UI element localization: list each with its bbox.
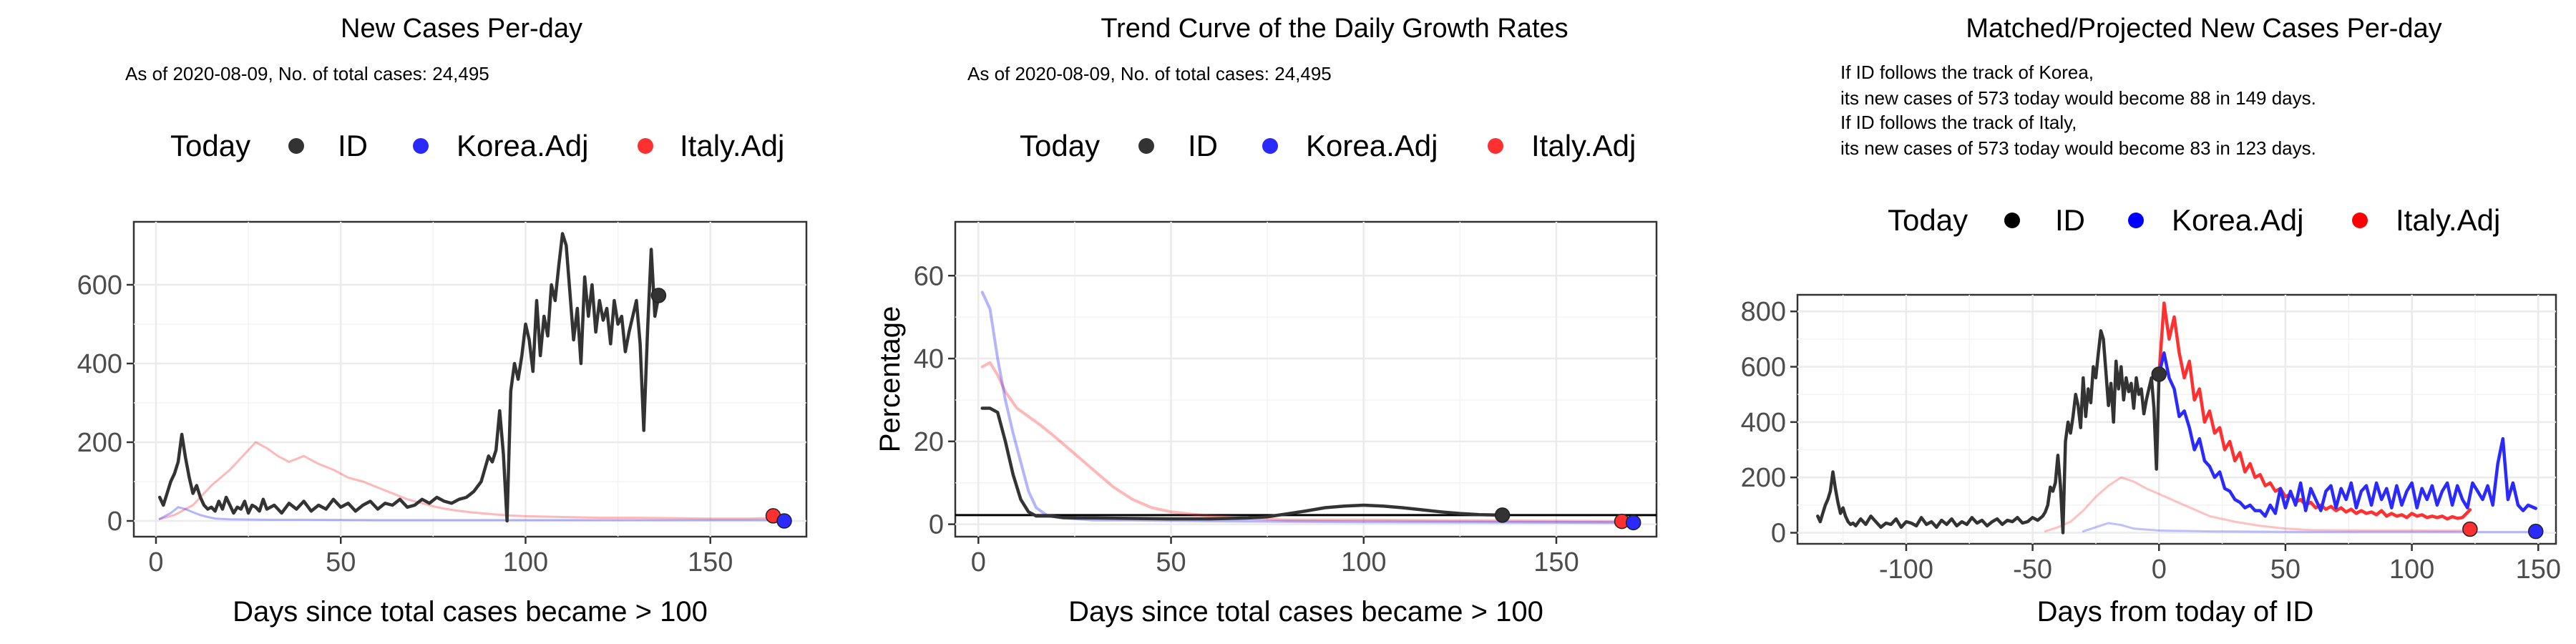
x-tick-label: 50 [326, 547, 356, 577]
x-tick-label: 0 [148, 547, 163, 577]
plot-area: 0 50 100 150 0 20 40 60 [914, 222, 1657, 577]
y-tick-label: 0 [107, 507, 122, 537]
today-point-id [650, 288, 667, 303]
y-tick-label: 0 [929, 510, 944, 540]
series-line-id [1816, 329, 2161, 535]
legend-label-italy: Italy.Adj [1531, 129, 1636, 162]
series-line-id [157, 232, 660, 523]
panel-growth-rates: Trend Curve of the Daily Growth Rates As… [874, 14, 1658, 628]
y-tick-label: 400 [77, 349, 122, 379]
y-tick-label: 40 [914, 344, 944, 374]
today-point-id [1494, 507, 1511, 523]
legend-label-korea: Korea.Adj [1306, 129, 1438, 162]
chart-subtitle-line-1: If ID follows the track of Korea, [1840, 62, 2094, 83]
today-point-id [2151, 366, 2167, 382]
y-tick-label: 0 [1771, 519, 1786, 549]
x-tick-label: -50 [2013, 555, 2052, 585]
series-line-italy-adj [980, 361, 1620, 523]
legend-marker-korea [413, 138, 429, 154]
plot-background [954, 220, 1658, 538]
legend-label-id: ID [2055, 203, 2085, 237]
series-line-id [980, 406, 1504, 521]
y-tick-label: 200 [1741, 463, 1786, 493]
legend: Today ID Korea.Adj Italy.Adj [1888, 203, 2500, 237]
legend-title: Today [1888, 203, 1968, 237]
y-axis-label: Percentage [874, 306, 906, 453]
legend-marker-italy [638, 138, 653, 154]
legend-marker-id [288, 138, 304, 154]
x-tick-label: 100 [1341, 547, 1386, 577]
legend-label-korea: Korea.Adj [457, 129, 588, 162]
series-group [157, 232, 786, 523]
x-tick-label: 100 [2389, 555, 2434, 585]
legend-marker-italy [2352, 213, 2368, 228]
y-tick-label: 600 [1741, 353, 1786, 383]
today-point-italy-adj [2462, 521, 2478, 537]
y-tick-label: 400 [1741, 408, 1786, 438]
series-group [1816, 301, 2537, 535]
x-tick-label: 150 [688, 547, 733, 577]
y-tick-label: 600 [77, 270, 122, 301]
plot-area: -100 -50 0 50 100 150 0 200 400 600 800 [1741, 295, 2561, 585]
series-line-korea-adj-matched [2082, 522, 2537, 533]
series-line-korea-adj [2157, 351, 2537, 518]
panel-new-cases: New Cases Per-day As of 2020-08-09, No. … [77, 14, 808, 628]
x-tick-label: 50 [2270, 555, 2301, 585]
plot-background [132, 220, 808, 538]
legend-marker-korea [1262, 138, 1278, 154]
series-line-italy-adj [2157, 301, 2472, 521]
legend-label-italy: Italy.Adj [680, 129, 784, 162]
legend: Today ID Korea.Adj Italy.Adj [170, 129, 784, 162]
today-point-korea-adj [1625, 514, 1641, 531]
x-tick-label: 100 [503, 547, 548, 577]
series-line-italy-adj [158, 441, 771, 520]
x-axis-label: Days since total cases became > 100 [1068, 596, 1543, 628]
y-tick-label: 60 [914, 261, 944, 291]
chart-subtitle-line-2: its new cases of 573 today would become … [1840, 87, 2316, 109]
legend-marker-id [2004, 213, 2020, 228]
plot-area: 0 50 100 150 0 200 400 600 [77, 222, 806, 577]
x-tick-label: 0 [971, 547, 986, 577]
series-group [955, 291, 1657, 525]
y-tick-label: 800 [1741, 297, 1786, 327]
series-line-korea-adj [158, 506, 786, 522]
y-tick-label: 20 [914, 427, 944, 457]
legend-marker-id [1138, 138, 1154, 154]
series-line-korea-adj [980, 291, 1635, 525]
legend-title: Today [1020, 129, 1100, 162]
x-tick-label: 50 [1156, 547, 1186, 577]
legend-label-korea: Korea.Adj [2172, 203, 2303, 237]
legend: Today ID Korea.Adj Italy.Adj [1020, 129, 1636, 162]
y-tick-label: 200 [77, 428, 122, 458]
legend-label-id: ID [338, 129, 368, 162]
chart-title: Trend Curve of the Daily Growth Rates [1101, 14, 1568, 44]
legend-title: Today [170, 129, 250, 162]
legend-label-id: ID [1188, 129, 1218, 162]
panel-matched-projected: Matched/Projected New Cases Per-day If I… [1741, 14, 2561, 628]
x-axis-label: Days since total cases became > 100 [233, 596, 708, 628]
x-tick-label: -100 [1879, 555, 1933, 585]
x-tick-label: 0 [2152, 555, 2167, 585]
chart-subtitle-line-3: If ID follows the track of Italy, [1840, 112, 2077, 133]
x-axis-label: Days from today of ID [2037, 596, 2314, 628]
legend-marker-korea [2128, 213, 2144, 228]
legend-marker-italy [1488, 138, 1503, 154]
chart-subtitle: As of 2020-08-09, No. of total cases: 24… [967, 63, 1332, 84]
x-tick-label: 150 [2516, 555, 2561, 585]
today-point-korea-adj [2527, 523, 2544, 540]
chart-subtitle-line-4: its new cases of 573 today would become … [1840, 137, 2316, 159]
series-line-italy-adj-matched [2044, 476, 2472, 533]
legend-label-italy: Italy.Adj [2396, 203, 2500, 237]
chart-title: Matched/Projected New Cases Per-day [1966, 14, 2441, 44]
today-point-korea-adj [776, 513, 792, 529]
chart-subtitle: As of 2020-08-09, No. of total cases: 24… [125, 63, 489, 84]
x-tick-label: 150 [1533, 547, 1579, 577]
chart-title: New Cases Per-day [341, 14, 582, 44]
